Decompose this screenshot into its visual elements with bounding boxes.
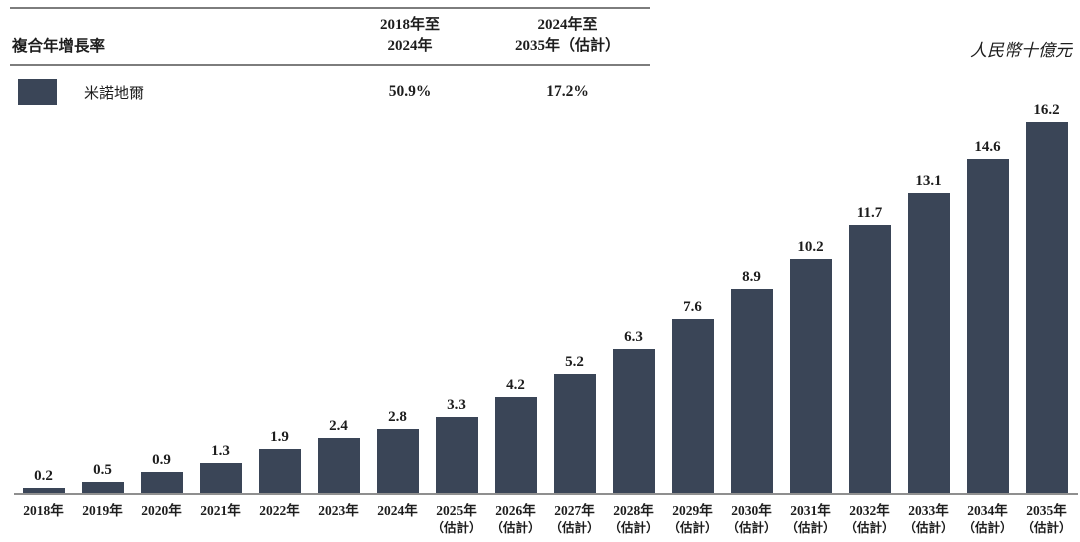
- cagr-table-header-row: 複合年增長率 2018年至 2024年 2024年至 2035年（估計）: [10, 7, 650, 66]
- x-axis-label: 2024年: [377, 503, 418, 518]
- x-axis-label: 2026年 （估計）: [490, 503, 541, 535]
- x-axis-label: 2021年: [200, 503, 241, 518]
- col-header-2018-2024-line2: 2024年: [387, 38, 433, 54]
- bar: [612, 349, 655, 493]
- bar-column-2023年: 2.4: [309, 418, 368, 493]
- bar-column-2027年: 5.2: [545, 354, 604, 493]
- cagr-row-header: 複合年增長率: [12, 38, 106, 55]
- x-axis-label: 2028年 （估計）: [608, 503, 659, 535]
- bar-value-label: 2.8: [388, 409, 407, 425]
- x-axis-label: 2018年: [23, 503, 64, 518]
- cagr-table-body-row: 米諾地爾 50.9% 17.2%: [10, 66, 650, 105]
- bar-column-2035年: 16.2: [1017, 102, 1076, 493]
- bar-value-label: 6.3: [624, 329, 643, 345]
- bar-column-2019年: 0.5: [73, 462, 132, 493]
- bar-value-label: 1.9: [270, 429, 289, 445]
- bar-column-2026年: 4.2: [486, 377, 545, 493]
- plot-area: 0.2 0.5 0.9 1.3 1.9 2.4 2.8 3.3 4.2 5.2 6.3 7.6 8.9 1…: [14, 0, 1078, 495]
- bar-value-label: 0.9: [152, 452, 171, 468]
- bar-value-label: 3.3: [447, 397, 466, 413]
- bar-column-2031年: 10.2: [781, 239, 840, 493]
- bar-value-label: 2.4: [329, 418, 348, 434]
- bar-column-2034年: 14.6: [958, 139, 1017, 493]
- x-axis-label: 2033年 （估計）: [903, 503, 954, 535]
- bar: [376, 429, 419, 493]
- cagr-value-2018-2024: 50.9%: [388, 83, 432, 100]
- x-axis-label: 2027年 （估計）: [549, 503, 600, 535]
- bar-value-label: 13.1: [915, 173, 942, 189]
- x-axis-label: 2032年 （估計）: [844, 503, 895, 535]
- bar-value-label: 5.2: [565, 354, 584, 370]
- bar: [789, 259, 832, 493]
- x-axis-label: 2019年: [82, 503, 123, 518]
- bar: [435, 417, 478, 493]
- bar-value-label: 10.2: [797, 239, 824, 255]
- cagr-value-2024-2035: 17.2%: [546, 83, 589, 100]
- x-axis-label: 2030年 （估計）: [726, 503, 777, 535]
- bar-value-label: 14.6: [974, 139, 1001, 155]
- bar-value-label: 0.2: [34, 468, 53, 484]
- x-axis-labels: 2018年 2019年 2020年 2021年 2022年 2023年 2024年 2025年…: [14, 502, 1078, 536]
- bar: [671, 319, 714, 493]
- bar-column-2025年: 3.3: [427, 397, 486, 493]
- bar: [553, 374, 596, 493]
- legend-swatch: [18, 79, 57, 105]
- legend-label: 米諾地爾: [84, 85, 145, 102]
- x-axis-label: 2020年: [141, 503, 182, 518]
- bar-value-label: 4.2: [506, 377, 525, 393]
- col-header-2024-2035-line1: 2024年至: [537, 17, 598, 33]
- x-axis-label: 2031年 （估計）: [785, 503, 836, 535]
- bar-column-2032年: 11.7: [840, 205, 899, 493]
- bar: [317, 438, 360, 493]
- bar: [848, 225, 891, 493]
- x-axis-label: 2025年 （估計）: [431, 503, 482, 535]
- bar: [140, 472, 183, 493]
- bar-value-label: 0.5: [93, 462, 112, 478]
- col-header-2024-2035: 2024年至 2035年（估計）: [485, 15, 650, 57]
- col-header-2018-2024-line1: 2018年至: [379, 17, 440, 33]
- bar-column-2018年: 0.2: [14, 468, 73, 493]
- bar: [81, 482, 124, 493]
- bar-value-label: 7.6: [683, 299, 702, 315]
- bar: [494, 397, 537, 493]
- bar-value-label: 8.9: [742, 269, 761, 285]
- x-axis-label: 2023年: [318, 503, 359, 518]
- bar: [258, 449, 301, 493]
- legend-item: 米諾地爾: [10, 79, 335, 105]
- bar: [1025, 122, 1068, 493]
- bar-column-2024年: 2.8: [368, 409, 427, 493]
- cagr-table: 複合年增長率 2018年至 2024年 2024年至 2035年（估計） 米諾地…: [10, 7, 650, 105]
- bar-value-label: 11.7: [856, 205, 883, 221]
- bar-value-label: 16.2: [1033, 102, 1060, 118]
- bar-column-2020年: 0.9: [132, 452, 191, 493]
- bar-column-2028年: 6.3: [604, 329, 663, 493]
- bar-column-2030年: 8.9: [722, 269, 781, 493]
- y-axis-unit-label: 人民幣十億元: [970, 41, 1072, 60]
- col-header-2024-2035-line2: 2035年（估計）: [514, 38, 620, 54]
- x-axis-label: 2022年: [259, 503, 300, 518]
- bar-column-2029年: 7.6: [663, 299, 722, 493]
- bar-value-label: 1.3: [211, 443, 230, 459]
- bar-column-2033年: 13.1: [899, 173, 958, 493]
- bar: [22, 488, 65, 493]
- x-axis-label: 2029年 （估計）: [667, 503, 718, 535]
- bar: [199, 463, 242, 493]
- bar: [907, 193, 950, 493]
- bar-column-2021年: 1.3: [191, 443, 250, 493]
- bar: [730, 289, 773, 493]
- bar: [966, 159, 1009, 493]
- bar-column-2022年: 1.9: [250, 429, 309, 493]
- col-header-2018-2024: 2018年至 2024年: [335, 15, 485, 57]
- x-axis-label: 2035年 （估計）: [1021, 503, 1072, 535]
- x-axis-label: 2034年 （估計）: [962, 503, 1013, 535]
